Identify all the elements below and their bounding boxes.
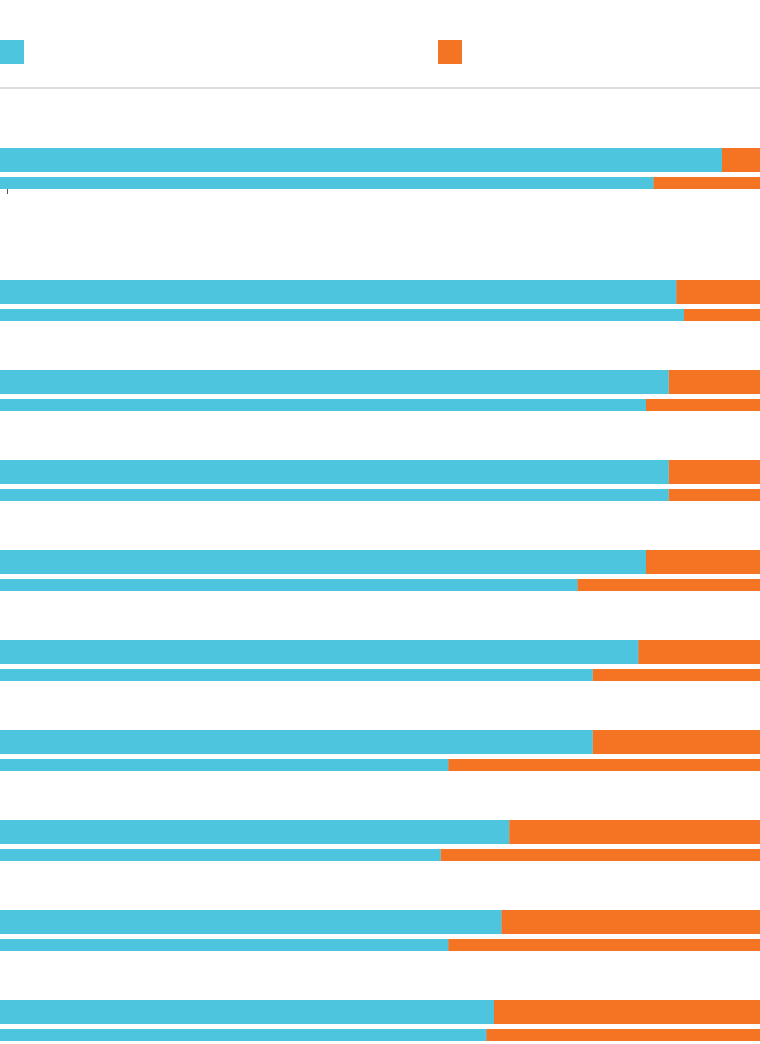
legend-swatch xyxy=(0,40,24,64)
bar-segment xyxy=(668,489,760,501)
bar-segment xyxy=(638,640,760,664)
bar-segment xyxy=(509,820,760,844)
bar-segment xyxy=(494,1000,760,1024)
bar-segment xyxy=(448,939,760,951)
bar-segment xyxy=(448,759,760,771)
bar-segment xyxy=(0,820,510,844)
bar-segment xyxy=(676,280,760,304)
bar-segment xyxy=(722,148,760,172)
bar-segment xyxy=(0,939,449,951)
bar-segment xyxy=(440,849,760,861)
bar-segment xyxy=(0,1029,487,1041)
bar-segment xyxy=(592,730,760,754)
bar-segment xyxy=(0,177,654,189)
bar-segment xyxy=(0,399,646,411)
bar-segment xyxy=(0,489,669,501)
bar-segment xyxy=(668,460,760,484)
bar-segment xyxy=(0,370,669,394)
bar-segment xyxy=(0,669,593,681)
bar-segment xyxy=(0,1000,494,1024)
bar-segment xyxy=(0,730,593,754)
bar-segment xyxy=(0,910,502,934)
bar-segment xyxy=(577,579,760,591)
bar-segment xyxy=(486,1029,760,1041)
bar-segment xyxy=(0,849,441,861)
bar-segment xyxy=(646,550,760,574)
bar-segment xyxy=(668,370,760,394)
bar-segment xyxy=(684,309,760,321)
bar-segment xyxy=(646,399,760,411)
bar-segment xyxy=(0,148,722,172)
legend-swatch xyxy=(438,40,462,64)
bar-segment xyxy=(0,460,669,484)
bar-segment xyxy=(501,910,760,934)
bar-segment xyxy=(0,759,449,771)
bar-segment xyxy=(0,280,677,304)
bar-segment xyxy=(653,177,760,189)
bar-segment xyxy=(592,669,760,681)
bar-segment xyxy=(0,550,646,574)
bar-segment xyxy=(0,579,578,591)
bar-segment xyxy=(0,309,684,321)
bar-segment xyxy=(0,640,639,664)
